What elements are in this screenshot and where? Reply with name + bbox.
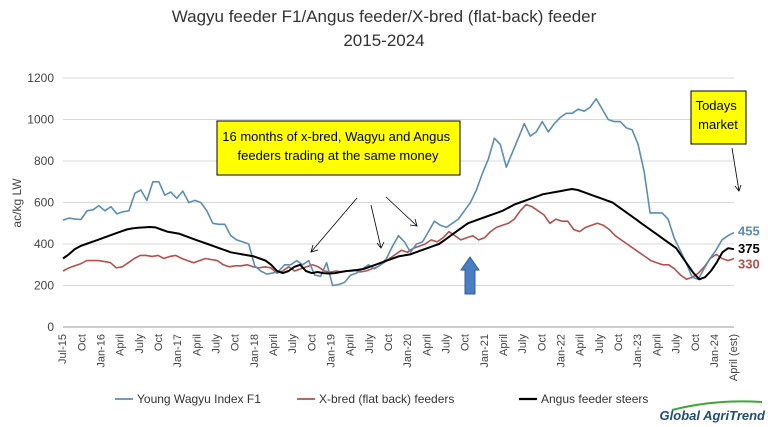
x-tick-label: Jan-17 <box>172 334 184 368</box>
x-tick-label: Oct <box>690 334 702 351</box>
x-tick-label: July <box>364 334 376 354</box>
note-line-1: 16 months of x-bred, Wagyu and Angus <box>222 129 450 144</box>
y-axis-label: ac/kg LW <box>10 178 24 228</box>
x-tick-label: Jan-21 <box>479 334 491 368</box>
legend-label: Young Wagyu Index F1 <box>137 392 261 406</box>
x-tick-label: Oct <box>536 334 548 351</box>
series-lines <box>62 98 735 287</box>
x-tick-label: Oct <box>306 334 318 351</box>
x-tick-label: April <box>421 334 433 356</box>
x-tick-label: Jan-16 <box>95 334 107 368</box>
series-line <box>62 188 735 281</box>
x-tick-label: Jan-20 <box>402 334 414 368</box>
y-tick-label: 400 <box>34 237 54 251</box>
axes: 0 200 400 600 800 1000 1200 Jul-15 Oct Jan-16 Apri… <box>27 71 740 381</box>
x-tick-label: July <box>594 334 606 354</box>
y-tick-label: 200 <box>34 279 54 293</box>
market-box-bg <box>690 90 747 145</box>
note-arrow-1 <box>310 197 358 253</box>
grid <box>63 77 734 328</box>
note-arrow-3 <box>385 196 418 227</box>
note-arrows <box>310 196 418 253</box>
x-tick-label: Jan-23 <box>632 334 644 368</box>
brand-text: Global AgriTrend <box>660 408 767 423</box>
note-arrow-2-head <box>376 241 385 249</box>
y-tick-label: 800 <box>34 154 54 168</box>
y-tick-label: 1200 <box>27 71 54 85</box>
x-tick-label: Oct <box>153 334 165 351</box>
x-tick-label: July <box>441 334 453 354</box>
note-box: 16 months of x-bred, Wagyu and Angus fee… <box>216 120 461 176</box>
legend-label: Angus feeder steers <box>541 392 648 406</box>
note-arrow-2 <box>370 204 382 249</box>
note-arrow-3-head <box>409 218 418 227</box>
x-tick-label: Oct <box>76 334 88 351</box>
x-tick-label: July <box>134 334 146 354</box>
x-tick-label: Oct <box>230 334 242 351</box>
note-text: 16 months of x-bred, Wagyu and Angus fee… <box>222 129 454 163</box>
x-tick-label: April <box>651 334 663 356</box>
series-line <box>62 203 735 281</box>
x-tick-label: April <box>575 334 587 356</box>
x-tick-label: Oct <box>460 334 472 351</box>
y-tick-label: 600 <box>34 196 54 210</box>
x-tick-label: Jan-22 <box>556 334 568 368</box>
market-line-2: market <box>698 117 738 132</box>
brand-swoosh <box>671 400 763 411</box>
series-end-label: 375 <box>738 241 760 256</box>
x-tick-label: July <box>671 334 683 354</box>
x-tick-label: Jan-19 <box>326 334 338 368</box>
blue-up-arrow <box>460 256 480 295</box>
x-tick-label: Oct <box>613 334 625 351</box>
x-tick-label: July <box>287 334 299 354</box>
brand-logo: Global AgriTrend <box>660 400 767 423</box>
note-arrow-1-head <box>310 244 319 253</box>
market-arrow <box>731 147 740 192</box>
note-box-bg <box>216 120 461 176</box>
x-tick-label: April <box>268 334 280 356</box>
market-text: Todays market <box>696 98 741 132</box>
series-line <box>62 98 735 287</box>
x-tick-label: Jan-24 <box>709 334 721 368</box>
x-tick-label: April <box>191 334 203 356</box>
market-arrow-head <box>734 184 742 192</box>
chart-title: Wagyu feeder F1/Angus feeder/X-bred (fla… <box>172 7 597 26</box>
series-end-label: 330 <box>738 257 760 272</box>
series-end-label: 455 <box>738 224 760 239</box>
x-tick-label: April <box>345 334 357 356</box>
x-tick-label: April <box>115 334 127 356</box>
legend: Young Wagyu Index F1 X-bred (flat back) f… <box>115 392 648 406</box>
x-tick-label: April <box>498 334 510 356</box>
y-tick-label: 0 <box>47 320 54 334</box>
x-tick-label: Oct <box>383 334 395 351</box>
note-line-2: feeders trading at the same money <box>238 148 439 163</box>
x-tick-label: July <box>210 334 222 354</box>
market-box: Todays market <box>690 90 747 192</box>
chart-subtitle: 2015-2024 <box>343 31 424 50</box>
y-tick-label: 1000 <box>27 113 54 127</box>
market-line-1: Todays <box>696 98 738 113</box>
x-tick-label: July <box>517 334 529 354</box>
x-tick-label: April (est) <box>728 334 740 381</box>
x-tick-label: Jul-15 <box>57 334 69 364</box>
legend-label: X-bred (flat back) feeders <box>319 392 454 406</box>
x-tick-label: Jan-18 <box>249 334 261 368</box>
